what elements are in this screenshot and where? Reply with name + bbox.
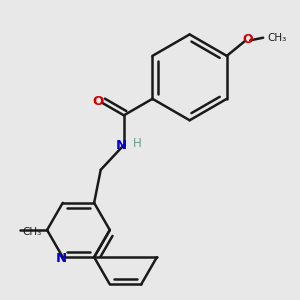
Text: H: H (133, 137, 142, 150)
Text: N: N (56, 252, 67, 265)
Text: CH₃: CH₃ (22, 227, 41, 237)
Text: N: N (116, 139, 127, 152)
Text: O: O (242, 33, 253, 46)
Text: CH₃: CH₃ (267, 33, 286, 43)
Text: O: O (93, 95, 104, 108)
